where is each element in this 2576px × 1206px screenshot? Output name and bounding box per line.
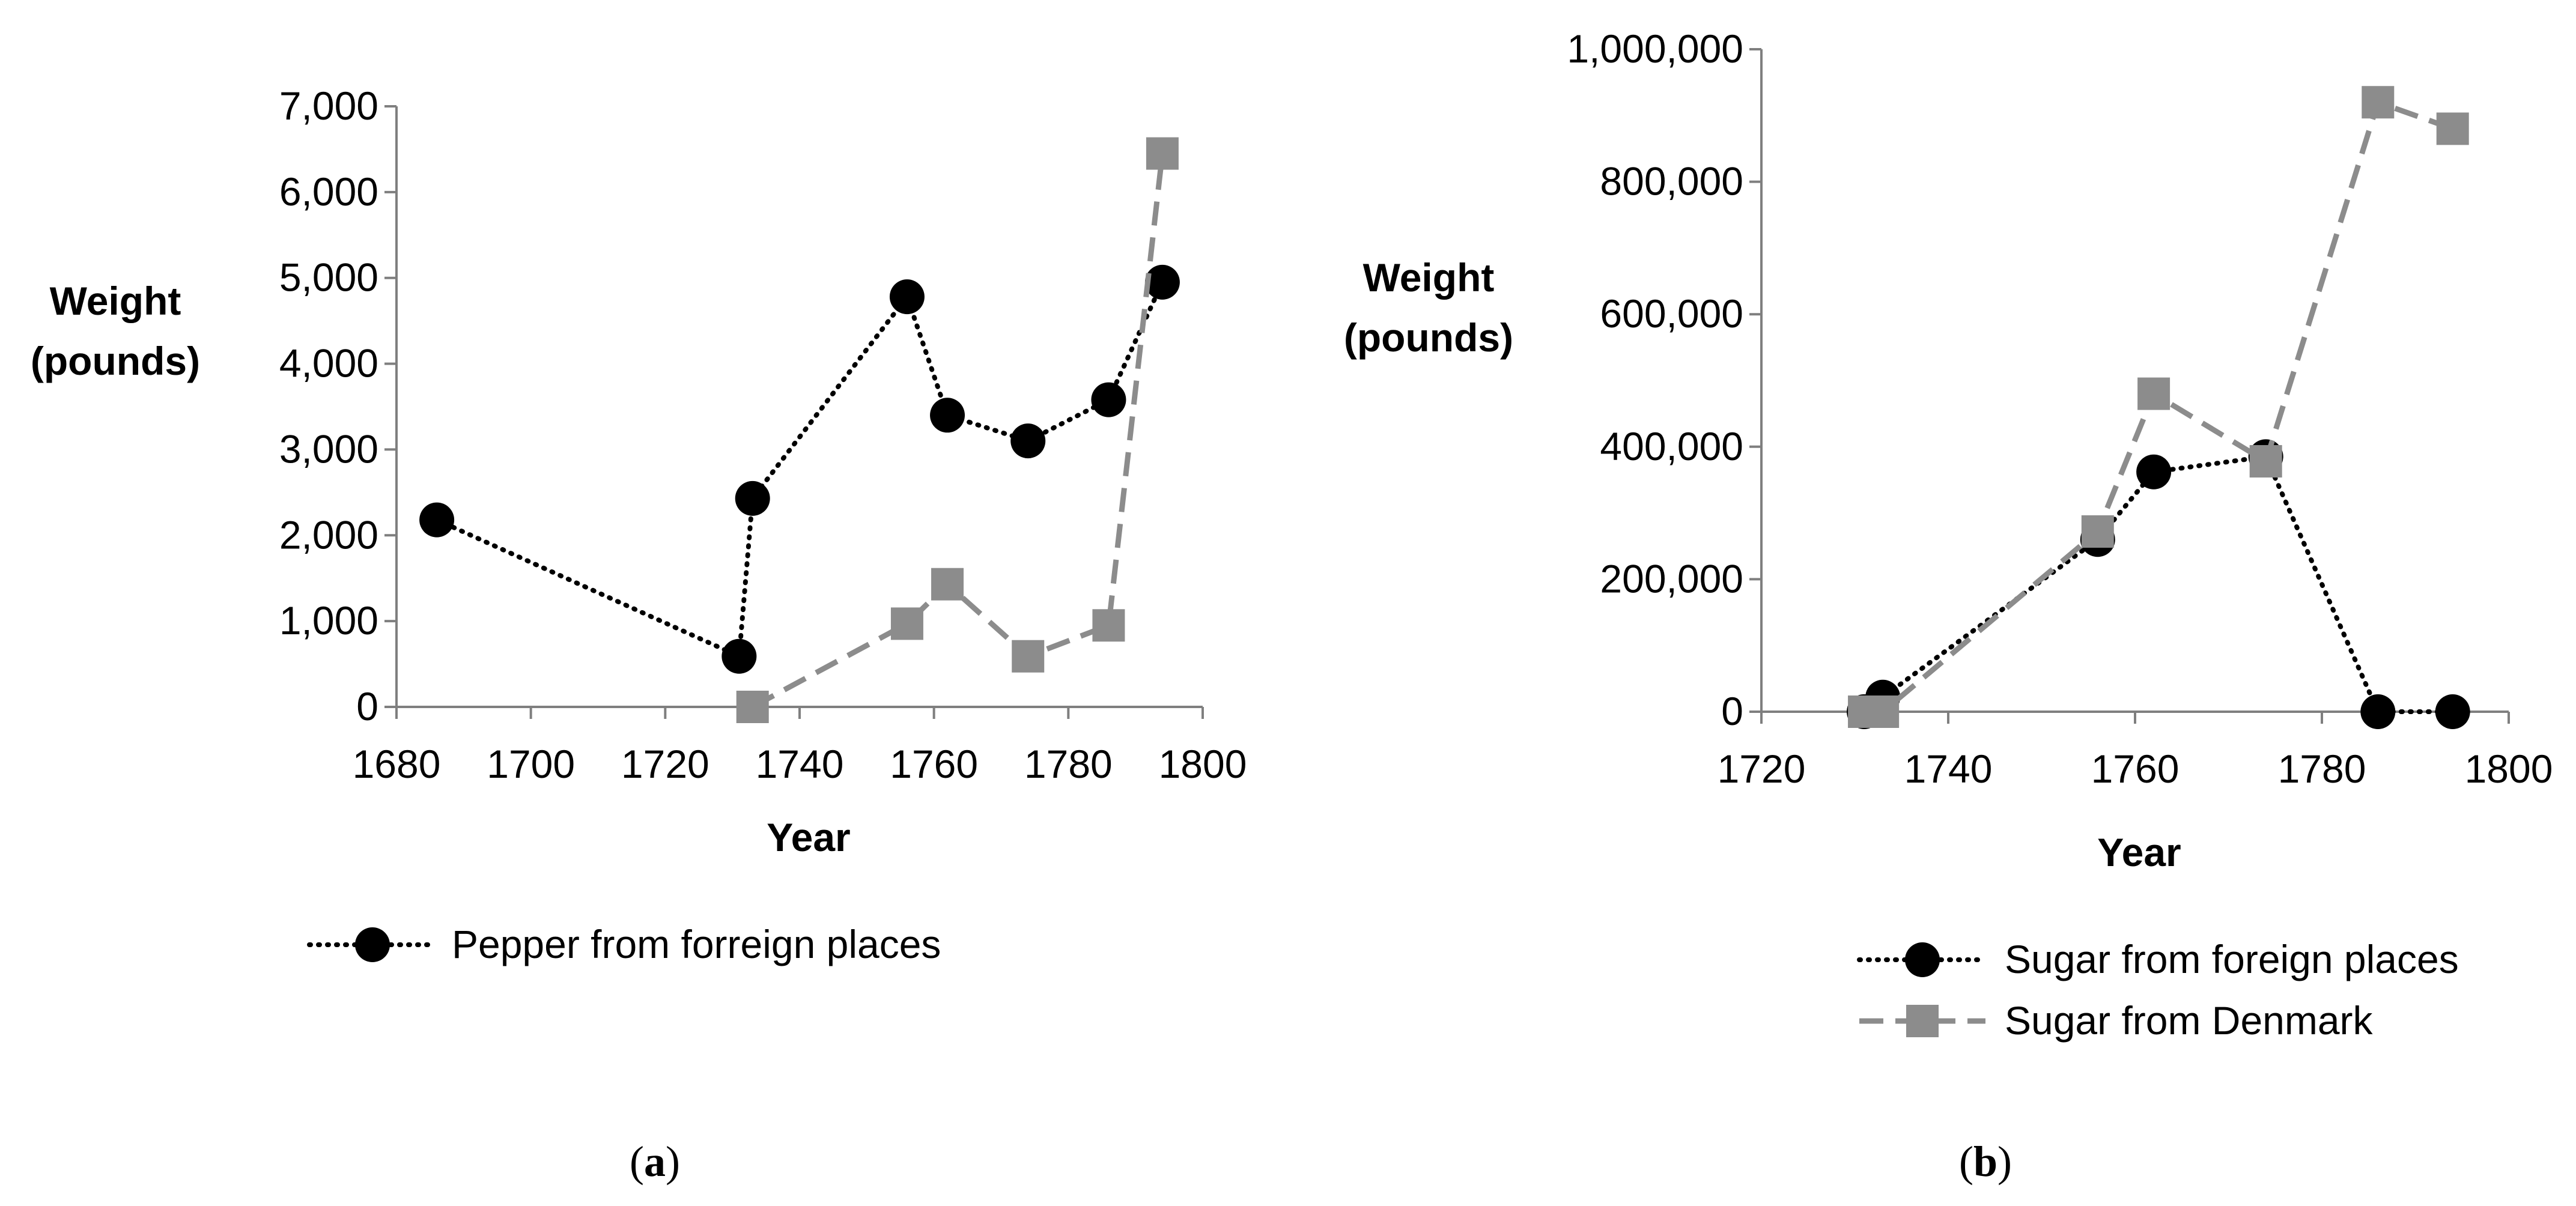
data-point xyxy=(2136,454,2172,489)
legend-marker xyxy=(355,927,390,962)
legend-marker xyxy=(1906,1005,1939,1037)
panel-label-b: (b) xyxy=(1959,1138,2012,1186)
x-tick-label: 1780 xyxy=(2278,747,2366,791)
legend-entry: Pepper from forreign places xyxy=(307,922,941,966)
y-tick-label: 600,000 xyxy=(1600,291,1743,336)
y-tick-label: 3,000 xyxy=(279,426,378,471)
data-point xyxy=(736,691,769,723)
panel-label-a: (a) xyxy=(630,1138,680,1186)
x-tick-label: 1740 xyxy=(756,742,844,786)
y-tick-label: 2,000 xyxy=(279,512,378,557)
series-denmark xyxy=(1848,86,2469,728)
legend-label: Sugar from Denmark xyxy=(2005,998,2374,1043)
y-tick-label: 0 xyxy=(356,684,378,729)
y-tick-label: 6,000 xyxy=(279,169,378,214)
x-axis-title: Year xyxy=(767,815,850,859)
data-point xyxy=(1012,640,1045,673)
legend-entry: Sugar from foreign places xyxy=(1857,937,2459,981)
series-foreign xyxy=(419,264,1180,674)
x-tick-label: 1800 xyxy=(2465,747,2553,791)
y-axis-title: Weight xyxy=(1363,255,1495,300)
y-axis-title: Weight xyxy=(50,279,181,323)
y-axis-title: (pounds) xyxy=(31,339,200,383)
data-point xyxy=(931,568,964,601)
x-axis-title: Year xyxy=(2097,830,2181,874)
y-tick-label: 1,000,000 xyxy=(1567,26,1743,71)
x-tick-label: 1760 xyxy=(2091,747,2180,791)
x-tick-label: 1800 xyxy=(1159,742,1247,786)
series-denmark xyxy=(736,137,1179,723)
data-point xyxy=(721,638,757,674)
y-tick-label: 7,000 xyxy=(279,83,378,128)
data-point xyxy=(1146,137,1179,170)
x-tick-label: 1680 xyxy=(353,742,441,786)
data-point xyxy=(889,279,925,315)
data-point xyxy=(1091,382,1126,417)
y-axis-title: (pounds) xyxy=(1344,315,1513,360)
chart-panel-a: 0 1,000 2,000 3,000 4,000 5,000 6,000 7,000 1680… xyxy=(31,83,1247,966)
series-line xyxy=(1862,453,2455,714)
data-point xyxy=(2360,694,2396,729)
y-tick-label: 0 xyxy=(1721,689,1743,733)
y-tick-label: 1,000 xyxy=(279,598,378,643)
data-point xyxy=(419,502,455,538)
x-tick-label: 1720 xyxy=(621,742,709,786)
data-point xyxy=(2436,112,2469,145)
series-line xyxy=(434,279,1165,660)
x-tick-label: 1700 xyxy=(487,742,575,786)
x-tick-label: 1780 xyxy=(1024,742,1113,786)
y-tick-label: 200,000 xyxy=(1600,556,1743,601)
data-point xyxy=(2362,86,2395,119)
data-point xyxy=(735,480,770,516)
data-point xyxy=(1092,609,1125,642)
data-point xyxy=(1144,264,1180,300)
y-tick-label: 400,000 xyxy=(1600,424,1743,468)
legend-entry: Sugar from Denmark xyxy=(1859,998,2374,1043)
data-point xyxy=(2137,377,2170,410)
y-tick-label: 800,000 xyxy=(1600,159,1743,204)
data-point xyxy=(2249,445,2282,478)
series-line xyxy=(751,153,1165,709)
y-tick-label: 4,000 xyxy=(279,341,378,386)
data-point xyxy=(1867,695,1900,728)
data-point xyxy=(890,607,923,640)
series-foreign xyxy=(1847,439,2470,729)
y-tick-label: 5,000 xyxy=(279,255,378,300)
x-tick-label: 1720 xyxy=(1718,747,1806,791)
x-tick-label: 1760 xyxy=(890,742,978,786)
data-point xyxy=(2081,515,2114,548)
x-tick-label: 1740 xyxy=(1904,747,1993,791)
legend-marker xyxy=(1905,942,1940,977)
legend-label: Sugar from foreign places xyxy=(2005,937,2459,981)
legend-label: Pepper from forreign places xyxy=(452,922,941,966)
chart-panel-b: 0 200,000 400,000 600,000 800,000 1,000,000 17… xyxy=(1344,26,2553,1043)
data-point xyxy=(2435,694,2470,729)
data-point xyxy=(1010,423,1046,459)
data-point xyxy=(930,398,965,433)
